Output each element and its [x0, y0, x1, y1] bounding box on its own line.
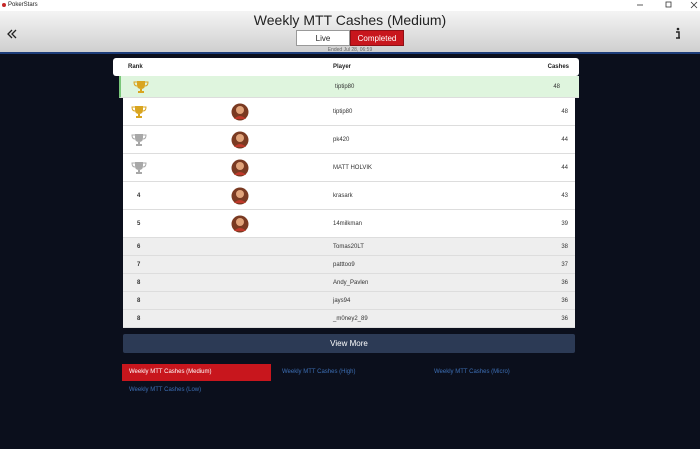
cashes: 38	[561, 244, 568, 250]
page-title: Weekly MTT Cashes (Medium)	[253, 12, 447, 28]
info-button[interactable]	[672, 26, 684, 40]
title-bar: PokerStars	[0, 0, 700, 11]
header	[0, 11, 700, 54]
trophy-icon	[131, 162, 147, 174]
cashes: 43	[561, 193, 568, 199]
leaderboard-link[interactable]: Weekly MTT Cashes (Medium)	[122, 364, 271, 381]
cashes: 36	[561, 298, 568, 304]
view-more-button[interactable]: View More	[123, 334, 575, 353]
rank: 8	[137, 280, 141, 286]
player-avatar	[231, 131, 249, 149]
player-name: jays94	[333, 298, 351, 304]
cashes: 39	[561, 221, 568, 227]
player-name: 14milkman	[333, 221, 363, 227]
cashes: 48	[561, 109, 568, 115]
player-avatar	[231, 215, 249, 233]
table-row: 4 krasark 43	[123, 182, 575, 210]
rank: 8	[137, 298, 141, 304]
player-avatar	[231, 103, 249, 121]
cashes: 36	[561, 316, 568, 322]
cashes: 37	[561, 262, 568, 268]
table-row: 7 patttoo9 37	[123, 256, 575, 274]
cashes: 36	[561, 280, 568, 286]
player-name: tiptip80	[335, 84, 355, 90]
table-row: pk420 44	[123, 126, 575, 154]
player-name: Tomas20LT	[333, 244, 364, 250]
player-name: patttoo9	[333, 262, 355, 268]
column-header: Rank	[128, 64, 143, 70]
table-row: 8 Andy_Pavlen 36	[123, 274, 575, 292]
tab[interactable]: Completed	[350, 30, 404, 46]
leaderboard-link[interactable]: Weekly MTT Cashes (High)	[282, 369, 356, 375]
table-header: Rank Player Cashes	[113, 58, 579, 76]
back-button[interactable]	[6, 28, 18, 40]
window-controls	[2, 1, 698, 9]
cashes: 44	[561, 165, 568, 171]
player-name: MATT HOLVIK	[333, 165, 373, 171]
rank: 4	[137, 193, 141, 199]
column-header: Cashes	[547, 64, 569, 70]
table-row: 5 14milkman 39	[123, 210, 575, 238]
table-row: MATT HOLVIK 44	[123, 154, 575, 182]
player-name: Andy_Pavlen	[333, 280, 369, 286]
trophy-icon	[131, 106, 147, 118]
rank: 8	[137, 316, 141, 322]
player-avatar	[231, 159, 249, 177]
tab[interactable]: Live	[296, 30, 350, 46]
rank: 5	[137, 221, 141, 227]
player-name: _m0ney2_89	[333, 316, 368, 322]
table-row: tiptip80 48	[119, 76, 579, 98]
player-avatar	[231, 187, 249, 205]
rank: 6	[137, 244, 141, 250]
leaderboard-link[interactable]: Weekly MTT Cashes (Micro)	[434, 369, 510, 375]
player-name: tiptip80	[333, 109, 353, 115]
table-row: 8 _m0ney2_89 36	[123, 310, 575, 328]
cashes: 48	[553, 84, 560, 90]
table-row: 8 jays94 36	[123, 292, 575, 310]
trophy-icon	[133, 81, 149, 93]
leaderboard-link[interactable]: Weekly MTT Cashes (Low)	[129, 387, 202, 393]
rank: 7	[137, 262, 141, 268]
trophy-icon	[131, 134, 147, 146]
ended-date: Ended Jul 28, 06:59	[327, 47, 373, 53]
player-name: pk420	[333, 137, 350, 143]
table-row: 6 Tomas20LT 38	[123, 238, 575, 256]
table-row: tiptip80 48	[123, 98, 575, 126]
cashes: 44	[561, 137, 568, 143]
column-header: Player	[333, 64, 352, 70]
player-name: krasark	[333, 193, 353, 199]
window-title: PokerStars	[8, 2, 38, 8]
